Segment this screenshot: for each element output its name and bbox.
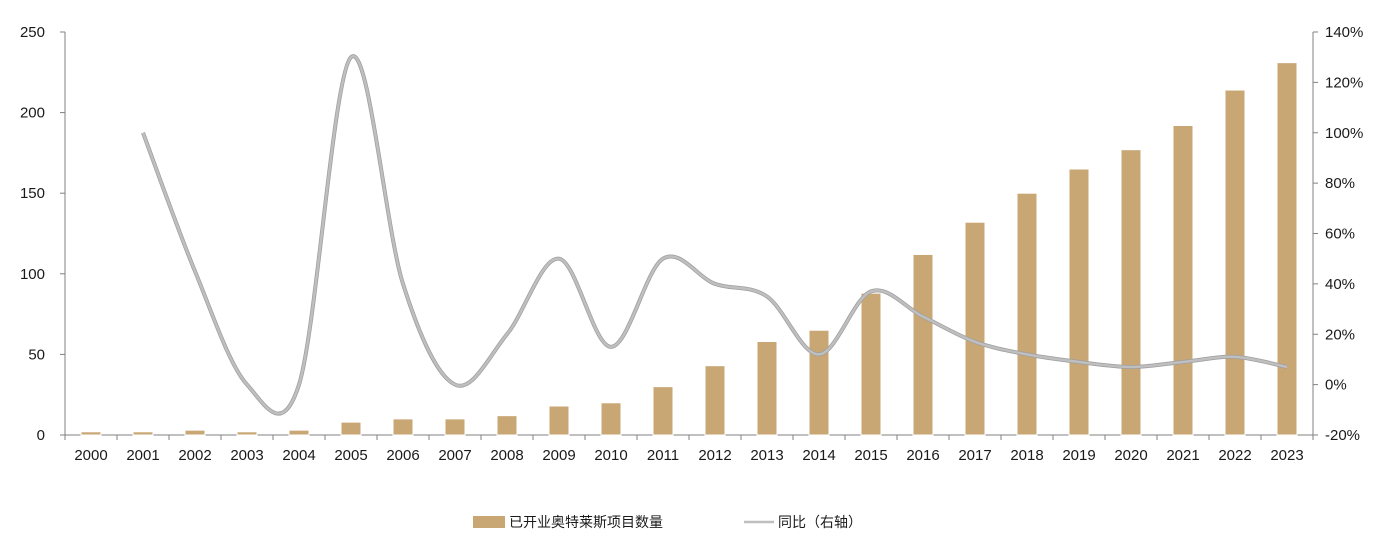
left-y-tick-label: 100 <box>20 266 45 283</box>
line-series <box>141 54 1288 416</box>
bar <box>1276 62 1298 436</box>
x-tick-label: 2013 <box>750 447 783 464</box>
x-tick-label: 2008 <box>490 447 523 464</box>
x-tick-label: 2016 <box>906 447 939 464</box>
x-tick-label: 2017 <box>958 447 991 464</box>
legend-line-label: 同比（右轴） <box>778 515 862 531</box>
x-tick-label: 2004 <box>282 447 315 464</box>
bar <box>80 431 102 436</box>
bar-series <box>80 62 1298 436</box>
bar <box>1172 124 1194 436</box>
bar <box>808 329 830 436</box>
bar <box>756 341 778 436</box>
bar <box>1224 89 1246 436</box>
bar <box>1120 149 1142 436</box>
right-y-tick-label: 0% <box>1325 377 1347 394</box>
bar <box>288 429 310 436</box>
right-y-tick-label: -20% <box>1325 427 1360 444</box>
x-tick-label: 2009 <box>542 447 575 464</box>
bar <box>652 386 674 436</box>
bar <box>912 253 934 436</box>
x-tick-label: 2014 <box>802 447 835 464</box>
right-y-tick-label: 20% <box>1325 326 1355 343</box>
x-tick-label: 2020 <box>1114 447 1147 464</box>
x-tick-label: 2007 <box>438 447 471 464</box>
line-path-outline <box>141 54 1288 416</box>
x-tick-label: 2019 <box>1062 447 1095 464</box>
x-tick-label: 2006 <box>386 447 419 464</box>
right-y-axis-ticks: -20% 0% 20% 40% 60% 80% 100% 120% 140% <box>1313 24 1363 444</box>
right-y-tick-label: 40% <box>1325 276 1355 293</box>
x-tick-label: 2005 <box>334 447 367 464</box>
legend: 已开业奥特莱斯项目数量 同比（右轴） <box>473 514 862 531</box>
x-tick-label: 2012 <box>698 447 731 464</box>
left-y-tick-label: 0 <box>37 427 45 444</box>
x-tick-label: 2021 <box>1166 447 1199 464</box>
bar <box>600 402 622 436</box>
right-y-tick-label: 100% <box>1325 125 1363 142</box>
x-tick-label: 2001 <box>126 447 159 464</box>
x-axis-ticks: 2000 2001 2002 2003 2004 2005 2006 2007 2008 2009… <box>64 435 1314 464</box>
x-tick-label: 2018 <box>1010 447 1043 464</box>
bar <box>132 431 154 436</box>
x-tick-label: 2003 <box>230 447 263 464</box>
legend-bar-swatch <box>473 516 505 528</box>
bar <box>392 418 414 436</box>
left-y-tick-label: 50 <box>28 346 45 363</box>
x-tick-label: 2000 <box>74 447 107 464</box>
x-tick-label: 2015 <box>854 447 887 464</box>
x-tick-label: 2011 <box>647 447 679 464</box>
x-tick-label: 2022 <box>1218 447 1251 464</box>
right-y-tick-label: 140% <box>1325 24 1363 41</box>
legend-bar-label: 已开业奥特莱斯项目数量 <box>509 514 663 531</box>
x-tick-label: 2010 <box>594 447 627 464</box>
bar <box>340 421 362 436</box>
left-y-tick-label: 250 <box>20 24 45 41</box>
right-y-tick-label: 80% <box>1325 175 1355 192</box>
left-y-axis-ticks: 0 50 100 150 200 250 <box>20 24 65 444</box>
bar <box>964 221 986 436</box>
bar <box>1016 192 1038 436</box>
right-y-tick-label: 120% <box>1325 74 1363 91</box>
bar <box>1068 168 1090 436</box>
bar <box>184 429 206 436</box>
x-tick-label: 2002 <box>178 447 211 464</box>
bar <box>496 415 518 436</box>
bar <box>860 292 882 436</box>
line-path <box>141 55 1288 415</box>
bar <box>236 431 258 436</box>
left-y-tick-label: 150 <box>20 185 45 202</box>
bar <box>548 405 570 436</box>
bar <box>444 418 466 436</box>
left-y-tick-label: 200 <box>20 105 45 122</box>
x-tick-label: 2023 <box>1270 447 1303 464</box>
bar <box>704 365 726 436</box>
right-y-tick-label: 60% <box>1325 226 1355 243</box>
